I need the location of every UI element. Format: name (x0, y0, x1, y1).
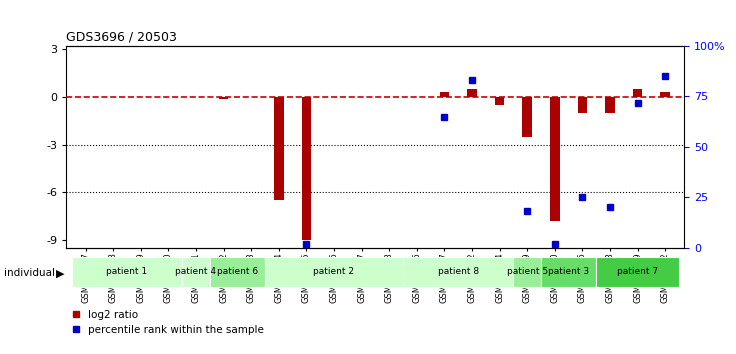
FancyBboxPatch shape (265, 257, 403, 287)
Bar (219, 97, 228, 99)
Bar (467, 89, 477, 97)
Bar (605, 97, 615, 113)
Bar (660, 92, 670, 97)
FancyBboxPatch shape (182, 257, 210, 287)
Bar (523, 97, 532, 137)
Bar (578, 97, 587, 113)
FancyBboxPatch shape (403, 257, 513, 287)
Text: patient 7: patient 7 (617, 267, 658, 276)
Text: patient 6: patient 6 (217, 267, 258, 276)
FancyBboxPatch shape (71, 257, 182, 287)
Bar (550, 97, 559, 221)
Text: GDS3696 / 20503: GDS3696 / 20503 (66, 30, 177, 44)
Text: individual: individual (4, 268, 54, 278)
Text: patient 2: patient 2 (314, 267, 355, 276)
Text: patient 3: patient 3 (548, 267, 589, 276)
Bar (302, 97, 311, 240)
Bar (274, 97, 283, 200)
Bar (439, 92, 449, 97)
Legend: log2 ratio, percentile rank within the sample: log2 ratio, percentile rank within the s… (71, 310, 264, 335)
Text: ▶: ▶ (56, 268, 65, 278)
Bar (495, 97, 504, 105)
Text: patient 1: patient 1 (107, 267, 147, 276)
Bar (633, 89, 643, 97)
FancyBboxPatch shape (596, 257, 679, 287)
FancyBboxPatch shape (541, 257, 596, 287)
Text: patient 4: patient 4 (175, 267, 216, 276)
Text: patient 5: patient 5 (506, 267, 548, 276)
FancyBboxPatch shape (210, 257, 265, 287)
Text: patient 8: patient 8 (438, 267, 478, 276)
FancyBboxPatch shape (513, 257, 541, 287)
